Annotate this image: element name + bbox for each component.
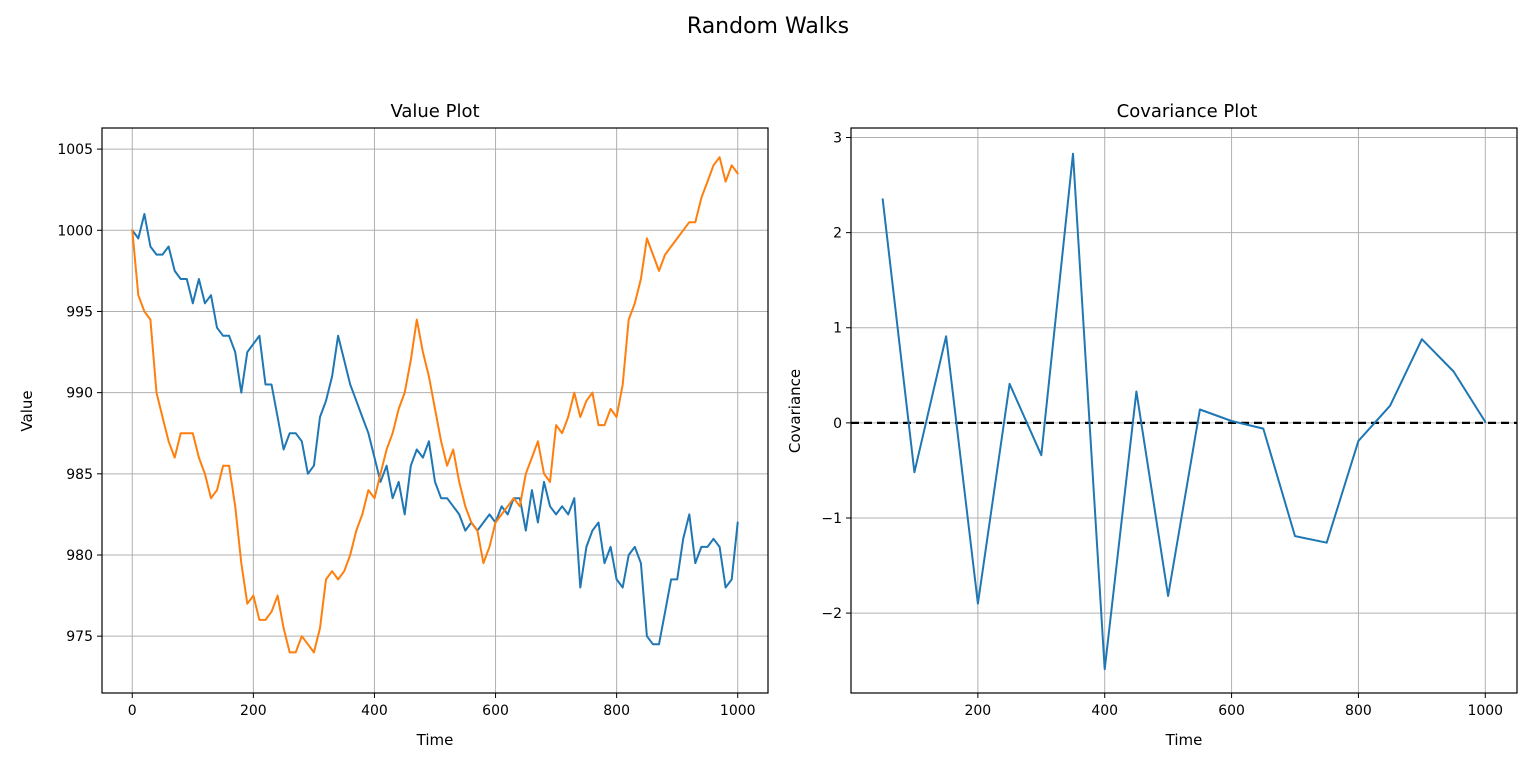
value-y-tick-label: 995 [66, 304, 93, 320]
figure-title: Random Walks [687, 14, 849, 39]
covariance-y-tick-label: 0 [833, 416, 842, 432]
value-plot-axes: 0 200 400 600 800 1000 975 980 985 990 995 1000 1005 [57, 127, 769, 719]
value-x-tick-label: 800 [603, 703, 630, 719]
value-series-line-1 [131, 213, 739, 646]
covariance-x-tick-label: 400 [1091, 703, 1118, 719]
covariance-axes-frame [850, 127, 1518, 694]
covariance-plot-title: Covariance Plot [1117, 101, 1258, 122]
value-axes-frame [101, 127, 769, 694]
value-y-tick-label: 975 [66, 629, 93, 645]
covariance-y-tick-label: 3 [833, 131, 842, 147]
value-plot-xlabel: Time [416, 731, 454, 749]
covariance-plot: Covariance Plot Time Covariance 200 400 60… [786, 101, 1518, 749]
covariance-y-tick-label: 1 [833, 321, 842, 337]
value-plot-ylabel: Value [18, 390, 36, 431]
value-x-tick-label: 200 [240, 703, 267, 719]
covariance-x-tick-label: 600 [1218, 703, 1245, 719]
covariance-plot-xlabel: Time [1165, 731, 1203, 749]
value-y-tick-label: 1000 [57, 223, 93, 239]
covariance-y-tick-label: −1 [821, 511, 842, 527]
value-y-tick-label: 985 [66, 467, 93, 483]
value-y-tick-label: 980 [66, 548, 93, 564]
value-series-line-2 [131, 156, 739, 654]
value-x-tick-label: 0 [128, 703, 137, 719]
covariance-x-tick-label: 1000 [1467, 703, 1503, 719]
value-y-tick-label: 1005 [57, 142, 93, 158]
value-plot: Value Plot Time Value 0 200 400 600 800 1000 9… [18, 101, 769, 749]
covariance-x-tick-label: 200 [964, 703, 991, 719]
value-x-tick-label: 400 [361, 703, 388, 719]
covariance-y-tick-label: −2 [821, 606, 842, 622]
value-plot-title: Value Plot [390, 101, 479, 122]
covariance-plot-axes: 200 400 600 800 1000 −2 −1 0 1 2 3 [821, 127, 1518, 719]
covariance-x-tick-label: 800 [1345, 703, 1372, 719]
covariance-plot-ylabel: Covariance [786, 369, 804, 453]
value-y-tick-label: 990 [66, 386, 93, 402]
covariance-series-line-1 [881, 152, 1487, 671]
value-x-tick-label: 1000 [720, 703, 756, 719]
covariance-y-tick-label: 2 [833, 226, 842, 242]
value-x-tick-label: 600 [482, 703, 509, 719]
